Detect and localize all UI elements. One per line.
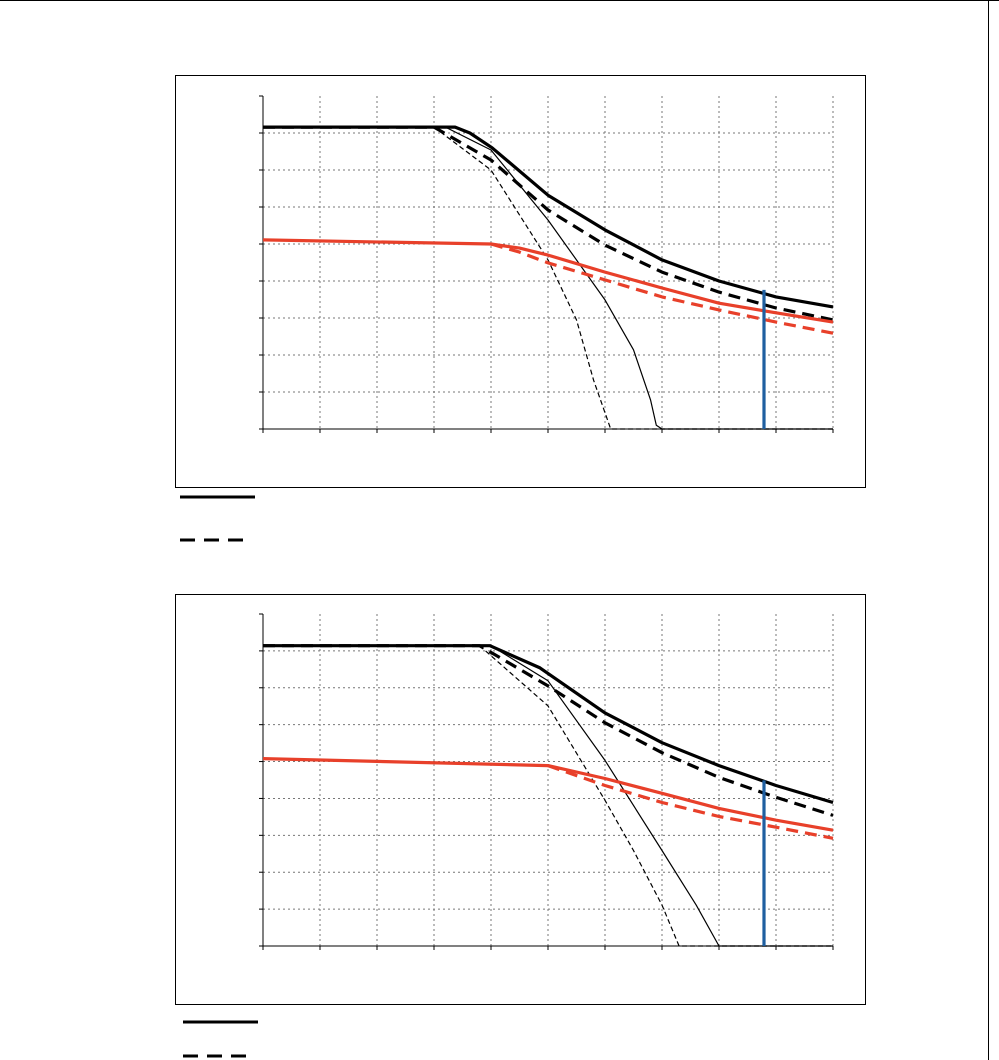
- chart-frame: [175, 75, 866, 488]
- series-line: [263, 125, 834, 322]
- series-line: [445, 126, 833, 430]
- series-line: [479, 645, 833, 947]
- series-line: [263, 125, 834, 309]
- chart-frame: [175, 594, 866, 1005]
- series-line: [263, 644, 834, 805]
- series-line: [433, 126, 833, 430]
- series-line: [263, 644, 834, 817]
- series-line: [490, 242, 834, 335]
